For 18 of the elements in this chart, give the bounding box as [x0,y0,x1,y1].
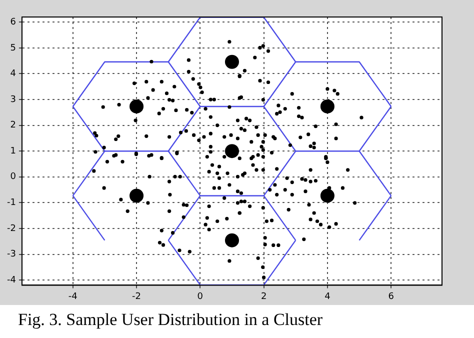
y-tick-label: 2 [10,120,16,131]
x-tick-label: 6 [388,292,394,302]
x-tick-label: 0 [197,292,204,302]
x-tick-label: -2 [132,292,142,302]
y-tick-label: -2 [6,224,16,234]
y-tick-label: -1 [6,198,16,208]
y-tick-label: 1 [10,146,16,156]
x-tick-label: 4 [324,292,331,302]
y-tick-label: -3 [6,250,16,260]
y-tick-label: 3 [10,94,16,105]
x-tick-label: 2 [260,292,267,302]
caption: Fig. 3. Sample User Distribution in a Cluster [18,309,324,331]
x-tick-label: -4 [68,292,78,302]
y-tick-label: 0 [10,172,16,182]
y-tick-label: 5 [10,43,16,54]
y-tick-label: 4 [10,69,16,80]
y-tick-label: 6 [10,18,16,28]
y-tick-label: -4 [6,275,16,286]
